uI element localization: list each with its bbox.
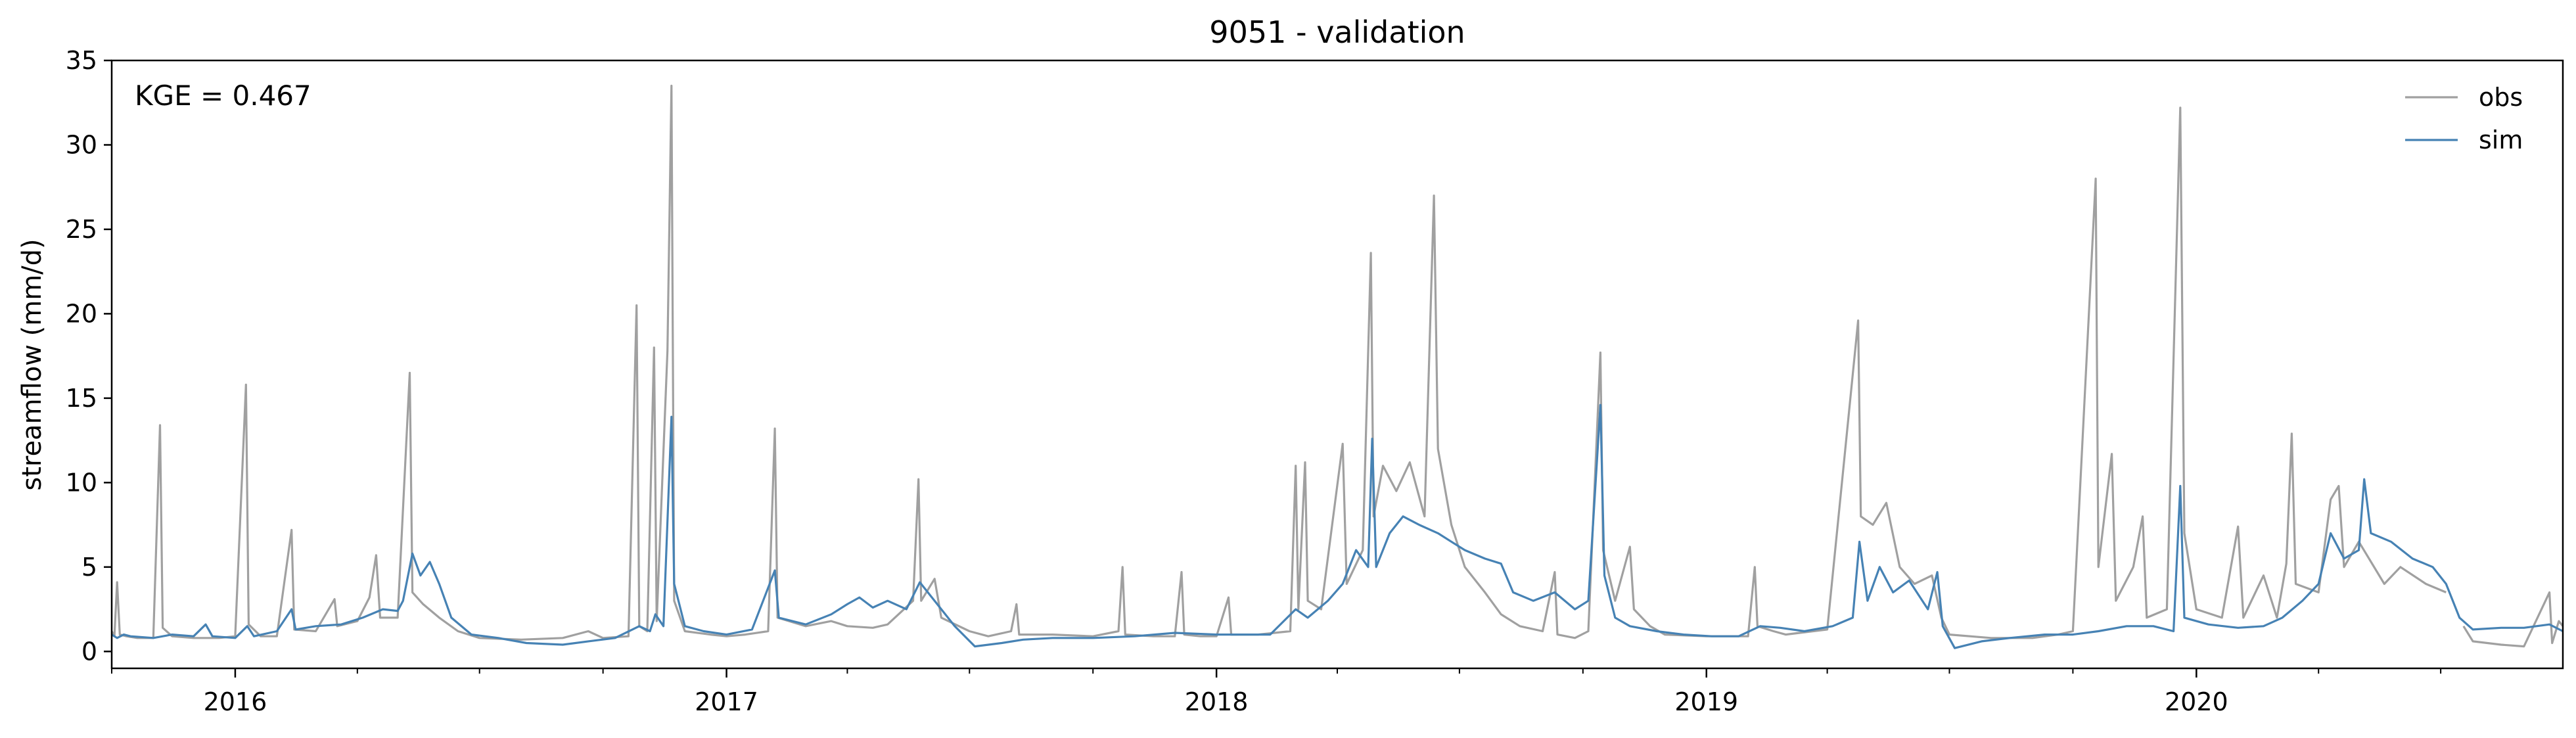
y-tick-label: 0 — [81, 637, 97, 666]
x-tick-label: 2018 — [1185, 687, 1249, 716]
x-tick-label: 2016 — [204, 687, 267, 716]
y-tick-label: 25 — [66, 215, 97, 244]
y-axis: 0 5 10 15 20 25 30 35 — [66, 46, 112, 666]
legend: obs sim — [2405, 83, 2523, 154]
kge-annotation: KGE = 0.467 — [135, 80, 311, 112]
series-layer — [112, 84, 2563, 649]
x-tick-label: 2017 — [695, 687, 758, 716]
y-tick-label: 30 — [66, 130, 97, 159]
legend-label-obs: obs — [2479, 83, 2523, 112]
legend-label-sim: sim — [2479, 126, 2523, 154]
x-axis: 2016 2017 2018 2019 2020 — [111, 668, 2442, 716]
y-tick-label: 5 — [81, 553, 97, 582]
chart-title: 9051 - validation — [1209, 14, 1465, 50]
y-tick-label: 20 — [66, 299, 97, 328]
x-tick-label: 2019 — [1674, 687, 1738, 716]
y-tick-label: 35 — [66, 46, 97, 75]
x-tick-label: 2020 — [2165, 687, 2228, 716]
series-line-obs — [112, 84, 2563, 648]
series-line-sim — [112, 404, 2563, 649]
y-tick-label: 10 — [66, 468, 97, 497]
y-axis-label: streamflow (mm/d) — [17, 239, 47, 490]
y-tick-label: 15 — [66, 384, 97, 413]
